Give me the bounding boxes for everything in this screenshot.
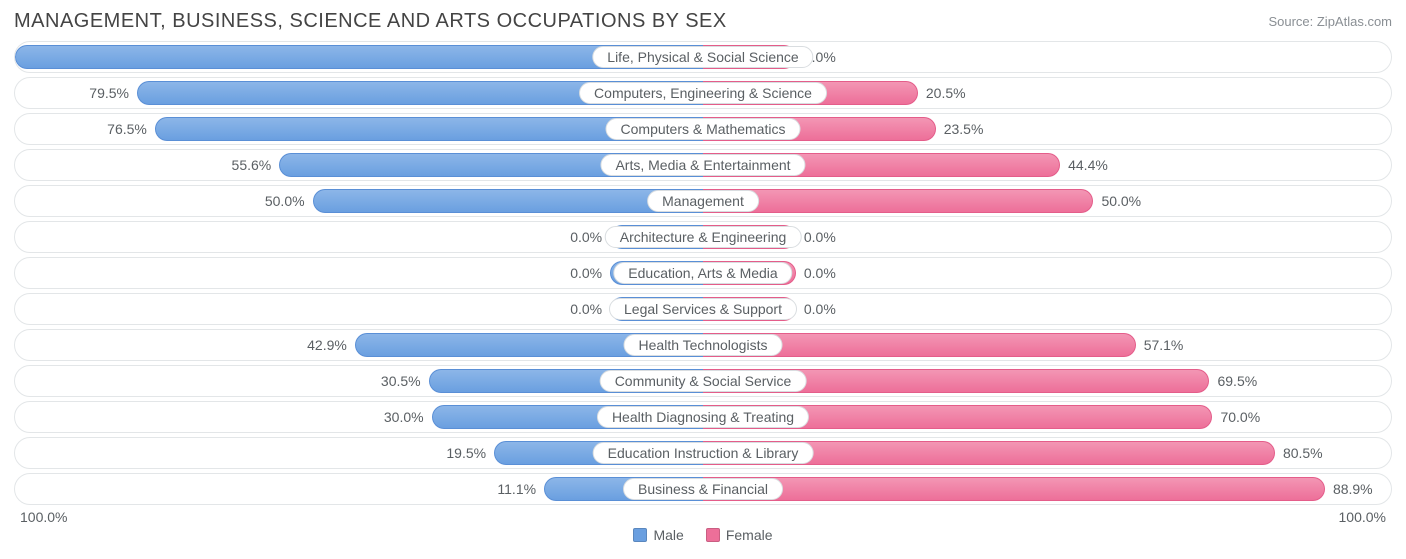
- female-value-label: 57.1%: [1144, 330, 1184, 360]
- category-pill: Health Technologists: [624, 334, 783, 356]
- category-pill: Architecture & Engineering: [605, 226, 802, 248]
- category-pill: Computers & Mathematics: [606, 118, 801, 140]
- female-bar: [703, 477, 1325, 501]
- male-value-label: 55.6%: [232, 150, 272, 180]
- female-value-label: 0.0%: [804, 258, 836, 288]
- rows-area: 100.0%0.0%Life, Physical & Social Scienc…: [14, 41, 1392, 505]
- legend-item-male: Male: [633, 527, 683, 543]
- data-row: 42.9% 57.1% Health Technologists: [14, 329, 1392, 361]
- data-row: 79.5% 20.5% Computers, Engineering & Scien…: [14, 77, 1392, 109]
- chart-source: Source: ZipAtlas.com: [1268, 14, 1392, 29]
- female-value-label: 70.0%: [1220, 402, 1260, 432]
- male-value-label: 50.0%: [265, 186, 305, 216]
- category-pill: Education Instruction & Library: [593, 442, 814, 464]
- female-value-label: 0.0%: [804, 222, 836, 252]
- data-row: 30.0% 70.0% Health Diagnosing & Treating: [14, 401, 1392, 433]
- category-pill: Computers, Engineering & Science: [579, 82, 827, 104]
- data-row: 19.5% 80.5% Education Instruction & Librar…: [14, 437, 1392, 469]
- male-value-label: 30.5%: [381, 366, 421, 396]
- category-pill: Health Diagnosing & Treating: [597, 406, 809, 428]
- category-pill: Arts, Media & Entertainment: [600, 154, 805, 176]
- data-row: 76.5% 23.5% Computers & Mathematics: [14, 113, 1392, 145]
- axis-row: 100.0% 100.0%: [14, 509, 1392, 525]
- category-pill: Life, Physical & Social Science: [592, 46, 813, 68]
- male-value-label: 11.1%: [497, 474, 536, 504]
- female-value-label: 80.5%: [1283, 438, 1323, 468]
- category-pill: Community & Social Service: [600, 370, 807, 392]
- axis-left-label: 100.0%: [20, 509, 67, 525]
- male-value-label: 19.5%: [446, 438, 486, 468]
- legend-female-label: Female: [726, 527, 773, 543]
- male-value-label: 42.9%: [307, 330, 347, 360]
- chart-container: MANAGEMENT, BUSINESS, SCIENCE AND ARTS O…: [0, 0, 1406, 559]
- male-value-label: 0.0%: [570, 294, 602, 324]
- female-bar: [703, 189, 1093, 213]
- data-row: 0.0% 0.0%Architecture & Engineering: [14, 221, 1392, 253]
- legend-item-female: Female: [706, 527, 773, 543]
- data-row: 100.0%0.0%Life, Physical & Social Scienc…: [14, 41, 1392, 73]
- data-row: 0.0% 0.0% Legal Services & Support: [14, 293, 1392, 325]
- data-row: 11.1% 88.9% Business & Financial: [14, 473, 1392, 505]
- female-value-label: 50.0%: [1101, 186, 1141, 216]
- data-row: 0.0% 0.0% Education, Arts & Media: [14, 257, 1392, 289]
- male-value-label: 0.0%: [570, 258, 602, 288]
- header: MANAGEMENT, BUSINESS, SCIENCE AND ARTS O…: [14, 10, 1392, 33]
- category-pill: Business & Financial: [623, 478, 783, 500]
- female-value-label: 69.5%: [1217, 366, 1257, 396]
- female-value-label: 88.9%: [1333, 474, 1373, 504]
- female-swatch-icon: [706, 528, 720, 542]
- female-value-label: 23.5%: [944, 114, 984, 144]
- category-pill: Management: [647, 190, 759, 212]
- male-swatch-icon: [633, 528, 647, 542]
- axis-right-label: 100.0%: [1339, 509, 1386, 525]
- female-value-label: 44.4%: [1068, 150, 1108, 180]
- data-row: 55.6% 44.4% Arts, Media & Entertainment: [14, 149, 1392, 181]
- category-pill: Legal Services & Support: [609, 298, 797, 320]
- legend-male-label: Male: [653, 527, 683, 543]
- male-value-label: 0.0%: [570, 222, 602, 252]
- male-bar: [313, 189, 703, 213]
- data-row: 50.0% 50.0% Management: [14, 185, 1392, 217]
- legend: Male Female: [14, 527, 1392, 543]
- chart-title: MANAGEMENT, BUSINESS, SCIENCE AND ARTS O…: [14, 10, 727, 33]
- male-value-label: 76.5%: [107, 114, 147, 144]
- category-pill: Education, Arts & Media: [613, 262, 792, 284]
- male-value-label: 30.0%: [384, 402, 424, 432]
- male-value-label: 79.5%: [89, 78, 129, 108]
- data-row: 30.5% 69.5% Community & Social Service: [14, 365, 1392, 397]
- female-value-label: 0.0%: [804, 294, 836, 324]
- female-value-label: 20.5%: [926, 78, 966, 108]
